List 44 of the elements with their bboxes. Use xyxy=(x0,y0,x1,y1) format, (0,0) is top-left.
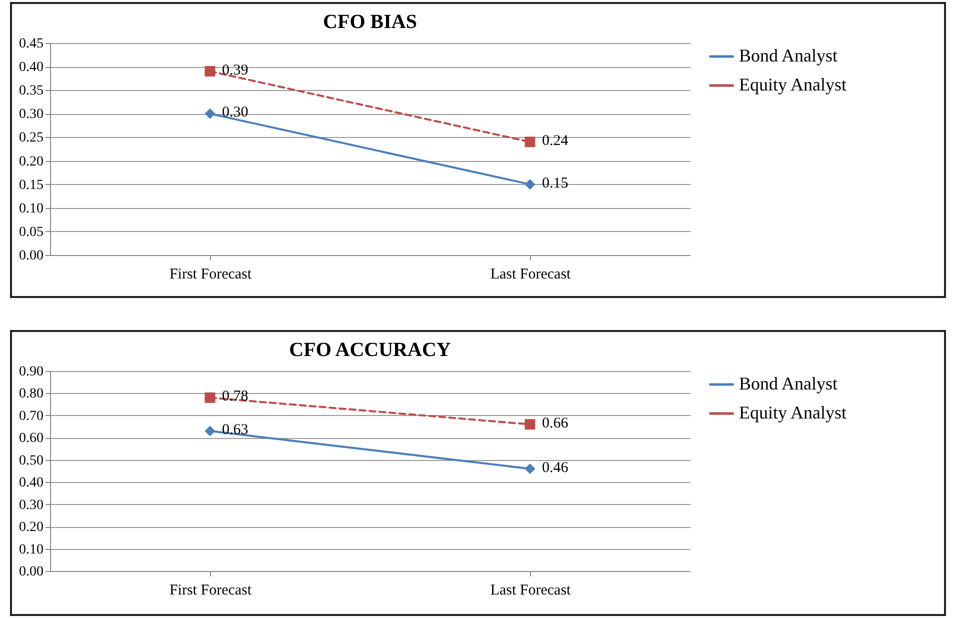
y-tick-label: 0.50 xyxy=(19,453,44,468)
point xyxy=(204,66,216,77)
point xyxy=(524,136,536,148)
point xyxy=(204,392,216,403)
legend-label: Equity Analyst xyxy=(739,74,846,94)
point xyxy=(204,108,216,119)
y-tick-label: 0.35 xyxy=(19,84,44,99)
chart-title: CFO BIAS xyxy=(323,11,417,33)
y-tick-label: 0.00 xyxy=(19,564,44,580)
point xyxy=(524,464,536,474)
y-tick-label: 0.80 xyxy=(19,386,44,402)
legend-label: Bond Analyst xyxy=(739,374,838,394)
y-tick-label: 0.45 xyxy=(19,36,44,52)
y-tick-label: 0.05 xyxy=(19,224,44,240)
y-tick-label: 0.15 xyxy=(19,178,44,193)
x-tick-label: First Forecast xyxy=(169,582,252,598)
legend-label: Bond Analyst xyxy=(739,46,838,66)
point xyxy=(524,179,536,190)
y-tick-label: 0.20 xyxy=(19,520,44,536)
data-label: 0.15 xyxy=(542,175,568,192)
point xyxy=(204,426,216,436)
x-tick-label: Last Forecast xyxy=(490,582,572,598)
y-tick-label: 0.20 xyxy=(19,154,44,170)
data-label: 0.24 xyxy=(542,132,569,149)
y-tick-label: 0.10 xyxy=(19,201,44,216)
y-tick-label: 0.60 xyxy=(19,431,44,446)
chart-title: CFO ACCURACY xyxy=(289,339,452,361)
x-tick-label: First Forecast xyxy=(169,266,252,282)
legend-label: Equity Analyst xyxy=(739,402,846,422)
y-tick-label: 0.90 xyxy=(19,364,44,380)
y-tick-label: 0.30 xyxy=(19,107,44,122)
y-tick-label: 0.40 xyxy=(19,60,44,76)
y-tick-label: 0.10 xyxy=(19,542,44,558)
point xyxy=(524,419,536,430)
y-tick-label: 0.00 xyxy=(19,248,44,264)
y-tick-label: 0.25 xyxy=(19,130,44,146)
data-label: 0.39 xyxy=(222,62,248,78)
x-tick-label: Last Forecast xyxy=(490,266,572,282)
y-tick-label: 0.40 xyxy=(19,476,44,491)
data-label: 0.66 xyxy=(542,415,569,432)
data-label: 0.46 xyxy=(542,460,569,476)
y-tick-label: 0.30 xyxy=(19,498,44,513)
y-tick-label: 0.70 xyxy=(19,408,44,424)
data-label: 0.30 xyxy=(222,104,248,121)
